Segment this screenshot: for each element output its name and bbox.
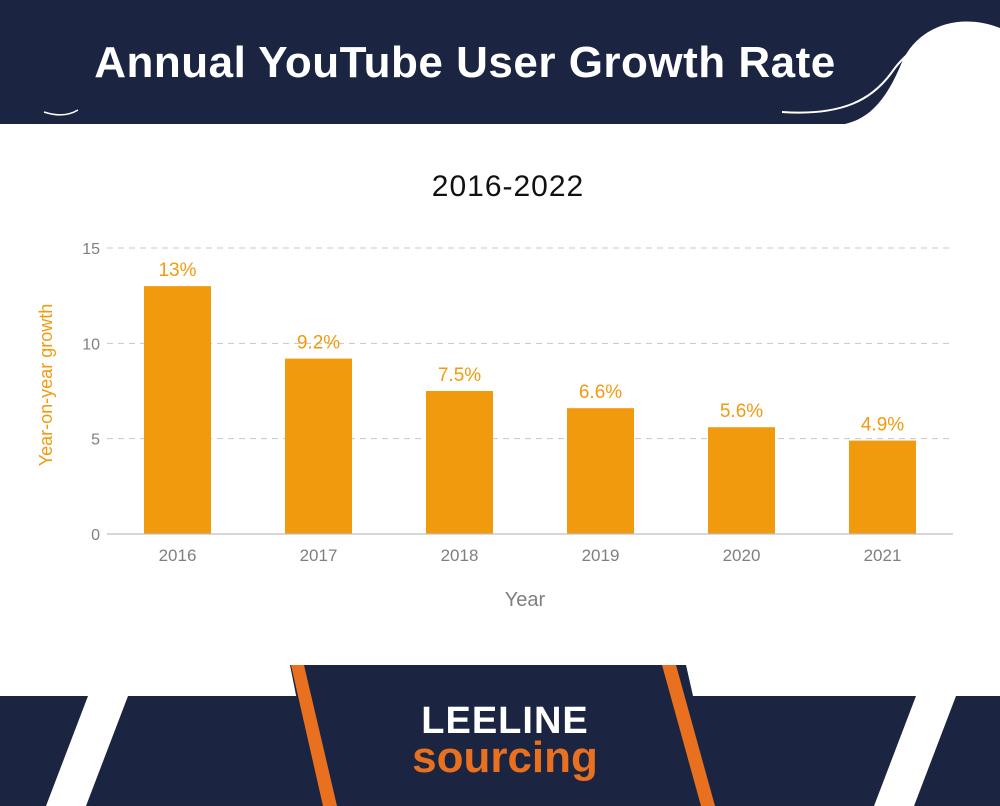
data-label-2019: 6.6% (579, 382, 622, 403)
logo-text-leeline: LEELINE (421, 700, 589, 742)
footer-stripe-right-orange (662, 665, 715, 806)
bar-2016 (144, 286, 211, 534)
bar-2018 (426, 391, 493, 534)
x-tick-label-2019: 2019 (582, 546, 620, 565)
header-band (0, 0, 1000, 124)
x-tick-label-2017: 2017 (300, 546, 338, 565)
page-title: Annual YouTube User Growth Rate (94, 38, 836, 87)
y-tick-labels: 0 5 10 15 (82, 241, 100, 544)
data-labels: 13% 9.2% 7.5% 6.6% 5.6% 4.9% (158, 260, 904, 435)
data-label-2020: 5.6% (720, 401, 763, 422)
y-axis-title: Year-on-year growth (36, 304, 56, 466)
bar-2019 (567, 408, 634, 534)
x-tick-label-2020: 2020 (723, 546, 761, 565)
chart-title: 2016-2022 (431, 170, 585, 203)
y-tick-label: 5 (91, 432, 100, 449)
y-tick-label: 10 (82, 336, 100, 353)
y-tick-label: 15 (82, 241, 100, 258)
header-swoosh (781, 29, 961, 114)
bars (144, 286, 916, 534)
x-tick-label-2021: 2021 (864, 546, 902, 565)
footer-stripe-right-white (874, 696, 956, 806)
y-tick-label: 0 (91, 527, 100, 544)
logo-text-sourcing: sourcing (412, 733, 598, 782)
x-tick-label-2016: 2016 (159, 546, 197, 565)
data-label-2018: 7.5% (438, 365, 481, 386)
x-axis-title: Year (505, 589, 546, 611)
bar-2021 (849, 440, 916, 534)
footer-stripe-left-orange (291, 665, 337, 806)
x-tick-label-2018: 2018 (441, 546, 479, 565)
bar-2020 (708, 427, 775, 534)
data-label-2016: 13% (158, 260, 196, 281)
bar-2017 (285, 358, 352, 534)
data-label-2021: 4.9% (861, 415, 904, 436)
footer-plate (290, 665, 718, 806)
header-swoosh-small (43, 109, 79, 116)
footer-stripe-left-white (46, 696, 128, 806)
data-label-2017: 9.2% (297, 333, 340, 354)
x-tick-labels: 2016 2017 2018 2019 2020 2021 (159, 546, 902, 565)
gridlines (107, 247, 953, 440)
